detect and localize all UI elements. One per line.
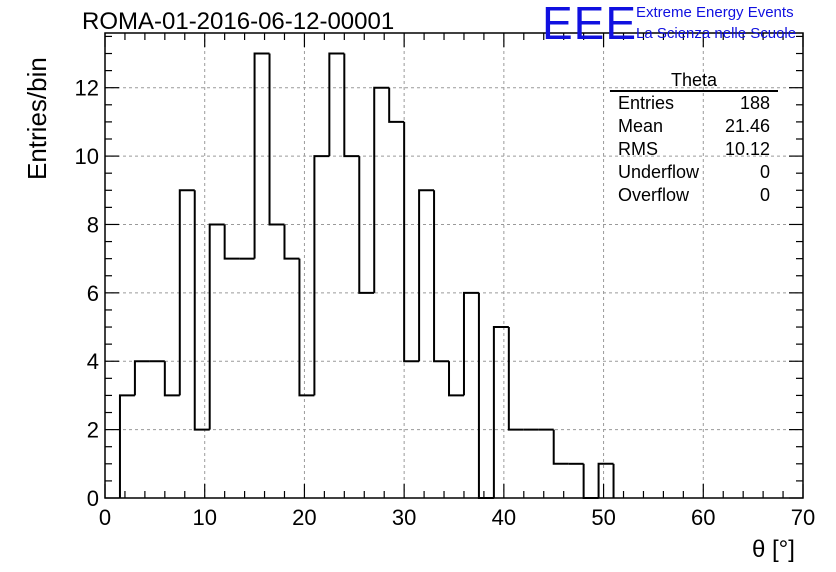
histogram-bar [133,360,150,396]
y-tick-label: 0 [87,486,99,511]
stats-row-entries: Entries 188 [610,92,778,115]
histogram-bar [582,463,599,499]
x-tick-label: 50 [591,505,615,530]
histogram-bar [118,394,135,498]
y-tick-label: 4 [87,349,99,374]
histogram-bar [298,258,315,397]
histogram-bar [492,326,509,498]
stats-value: 0 [759,162,770,182]
stats-title: Theta [610,70,778,92]
plot-frame [104,32,804,499]
chart-title: ROMA-01-2016-06-12-00001 [82,8,395,35]
histogram-bar [193,190,210,431]
stats-value: 188 [739,93,770,113]
stats-label: Underflow [618,162,700,182]
histogram-bar [313,155,330,396]
histogram-bar [373,86,390,293]
histogram-bar [597,462,614,498]
histogram-bar [283,224,300,260]
y-tick-label: 8 [87,212,99,237]
histogram-bar [178,189,195,396]
histogram-bar [462,291,479,396]
stats-label: Entries [618,93,675,113]
eee-logo: EEE [542,0,638,49]
logo-subtitle-line2: La Scienza nelle Scuole [636,25,797,42]
x-axis-label: θ [°] [752,536,795,563]
stats-row-mean: Mean 21.46 [610,115,778,138]
histogram-bar [552,429,569,465]
stats-value: 21.46 [724,116,770,136]
y-tick-label: 6 [87,281,99,306]
histogram-bar [448,361,464,397]
histogram-bar [253,52,270,259]
y-tick-label: 12 [75,76,99,101]
y-axis-label: Entries/bin [22,57,52,180]
stats-row-overflow: Overflow 0 [610,184,778,207]
histogram-bar [343,53,360,158]
histogram-bar [358,156,375,294]
x-tick-label: 10 [192,505,216,530]
histogram-bar [223,224,240,260]
histogram-bar [388,87,405,123]
stats-label: Overflow [618,185,690,205]
stats-value: 0 [759,185,770,205]
histogram-bar [208,223,225,430]
stats-label: Mean [618,116,664,136]
stats-label: RMS [618,139,658,159]
histogram-bar [507,327,524,431]
x-tick-label: 70 [791,505,815,530]
y-tick-label: 2 [87,418,99,443]
histogram-bar [163,361,180,397]
x-tick-label: 60 [691,505,715,530]
histogram-bar [403,121,420,363]
x-tick-label: 20 [292,505,316,530]
x-tick-label: 40 [492,505,516,530]
histogram-bar [433,190,450,363]
histogram-bar [418,189,435,362]
x-tick-label: 0 [99,505,111,530]
histogram-bar [328,52,345,157]
y-tick-label: 10 [75,144,99,169]
stats-row-rms: RMS 10.12 [610,138,778,161]
histogram-bar [268,53,285,226]
stats-row-underflow: Underflow 0 [610,161,778,184]
stats-box: Theta Entries 188 Mean 21.46 RMS 10.12 U… [610,70,778,207]
stats-value: 10.12 [724,139,770,159]
logo-subtitle-line1: Extreme Energy Events [636,4,794,21]
histogram-bar [477,292,494,499]
x-tick-label: 30 [392,505,416,530]
